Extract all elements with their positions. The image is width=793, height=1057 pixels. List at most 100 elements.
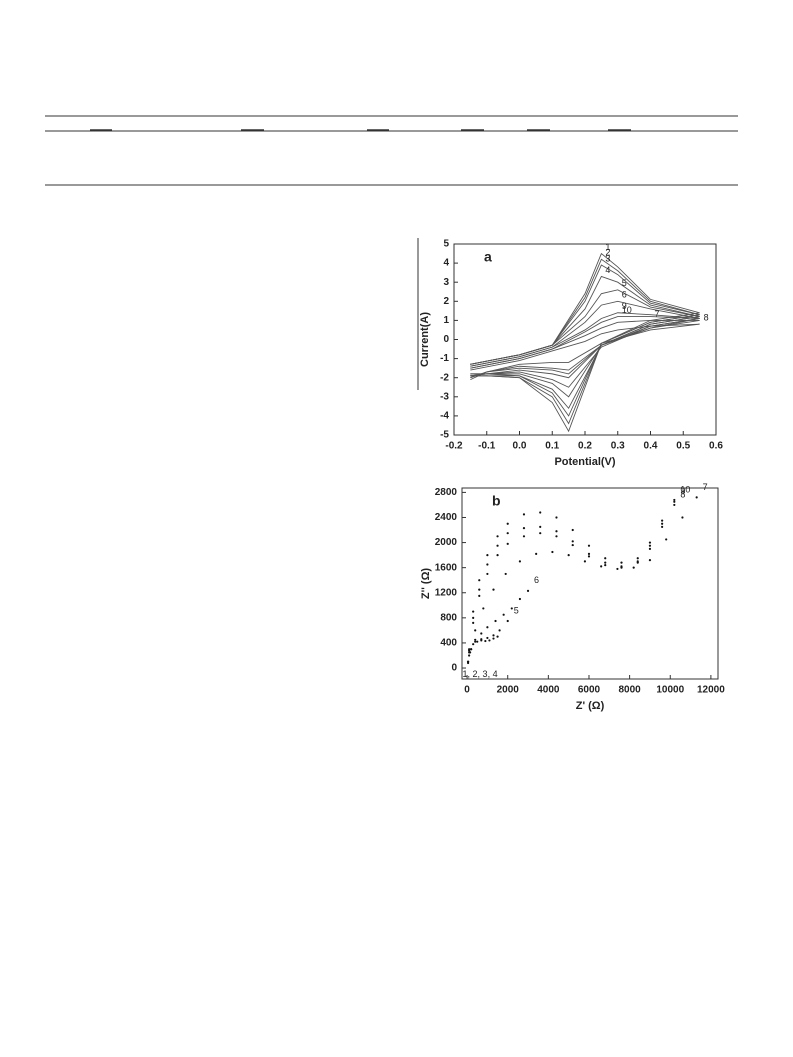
- impedance-point: [604, 557, 607, 560]
- series-label: 5: [622, 278, 627, 288]
- series-label: 6: [622, 290, 627, 300]
- panel-label: a: [484, 249, 492, 265]
- series-label: 1, 2, 3, 4: [463, 669, 498, 679]
- impedance-point: [466, 660, 470, 663]
- y-tick-label: 2: [443, 296, 449, 307]
- impedance-point: [486, 563, 489, 566]
- series-label: 10: [680, 484, 690, 494]
- impedance-point: [555, 516, 558, 519]
- impedance-point: [510, 607, 513, 610]
- impedance-point: [522, 535, 526, 538]
- impedance-point: [492, 637, 495, 640]
- impedance-point: [555, 530, 558, 533]
- impedance-point: [620, 561, 623, 564]
- x-tick-label: 2000: [497, 685, 520, 696]
- impedance-point: [484, 639, 487, 643]
- impedance-point: [673, 503, 676, 507]
- x-tick-label: 0.3: [611, 441, 625, 452]
- impedance-point: [482, 607, 485, 610]
- impedance-point: [506, 522, 509, 525]
- impedance-point: [522, 527, 526, 530]
- impedance-point: [486, 636, 489, 640]
- impedance-point: [571, 543, 574, 547]
- impedance-point: [567, 554, 570, 557]
- y-tick-label: 400: [440, 638, 457, 649]
- x-tick-label: 4000: [537, 685, 560, 696]
- impedance-point: [555, 535, 558, 538]
- series-label: 10: [622, 305, 632, 315]
- panel-label: b: [492, 493, 501, 509]
- y-tick-label: 1: [443, 315, 449, 326]
- impedance-point: [478, 594, 481, 597]
- cv-curve: [470, 319, 700, 379]
- series-label: 8: [680, 489, 685, 499]
- impedance-point: [480, 638, 483, 641]
- impedance-point: [480, 632, 483, 635]
- impedance-point: [494, 619, 497, 623]
- impedance-point: [506, 619, 509, 623]
- impedance-point: [587, 544, 591, 547]
- impedance-point: [476, 640, 479, 643]
- impedance-point: [673, 498, 676, 502]
- impedance-point: [474, 638, 477, 641]
- impedance-point: [681, 516, 684, 519]
- y-tick-label: -2: [440, 372, 449, 383]
- impedance-point: [468, 648, 471, 651]
- series-label: 7: [655, 309, 660, 319]
- x-axis-title: Potential(V): [554, 456, 615, 468]
- impedance-point: [571, 528, 574, 532]
- impedance-point: [616, 567, 619, 571]
- impedance-point: [587, 555, 591, 558]
- impedance-point: [600, 565, 603, 568]
- impedance-point: [496, 535, 499, 538]
- impedance-point: [661, 519, 664, 522]
- impedance-point: [506, 542, 509, 545]
- series-label: 7: [703, 482, 708, 492]
- impedance-point: [673, 500, 676, 503]
- impedance-point: [486, 626, 489, 629]
- impedance-point: [539, 525, 542, 528]
- impedance-point: [648, 544, 652, 547]
- x-tick-label: 0.0: [513, 441, 527, 452]
- impedance-point: [498, 629, 501, 632]
- impedance-point: [486, 572, 489, 576]
- x-tick-label: 0.2: [578, 441, 592, 452]
- x-axis-title: Z' (Ω): [576, 700, 605, 712]
- impedance-point: [474, 629, 477, 632]
- x-tick-label: 10000: [656, 685, 684, 696]
- y-tick-label: 2000: [435, 537, 458, 548]
- y-tick-label: -4: [440, 411, 449, 422]
- impedance-point: [661, 522, 664, 525]
- impedance-point: [468, 654, 471, 657]
- x-tick-label: 12000: [697, 685, 725, 696]
- impedance-point: [661, 525, 664, 528]
- impedance-point: [551, 550, 554, 554]
- x-tick-label: 0.4: [644, 441, 658, 452]
- impedance-point: [539, 532, 542, 535]
- series-label: 6: [534, 575, 539, 585]
- impedance-point: [474, 640, 477, 643]
- y-tick-label: 3: [443, 277, 449, 288]
- impedance-point: [526, 589, 530, 592]
- cv-curve: [470, 300, 700, 388]
- plot-frame: [453, 243, 717, 436]
- impedance-point: [472, 621, 475, 624]
- x-tick-label: -0.2: [445, 441, 463, 452]
- impedance-point: [492, 634, 495, 637]
- impedance-point: [468, 651, 471, 654]
- y-tick-label: -1: [440, 353, 449, 364]
- impedance-point: [648, 541, 652, 544]
- impedance-point: [504, 572, 507, 576]
- impedance-point: [539, 511, 542, 514]
- x-tick-label: 0.1: [545, 441, 559, 452]
- impedance-point: [535, 552, 538, 555]
- y-tick-label: 0: [451, 663, 457, 674]
- series-label: 1: [605, 242, 610, 252]
- x-tick-label: 0.5: [676, 441, 690, 452]
- x-tick-label: 0.6: [709, 441, 723, 452]
- series-label: 9: [680, 486, 685, 496]
- cv-curve: [470, 289, 700, 398]
- impedance-point: [486, 554, 489, 557]
- cv-curve: [470, 252, 700, 433]
- series-label: 2: [605, 248, 610, 258]
